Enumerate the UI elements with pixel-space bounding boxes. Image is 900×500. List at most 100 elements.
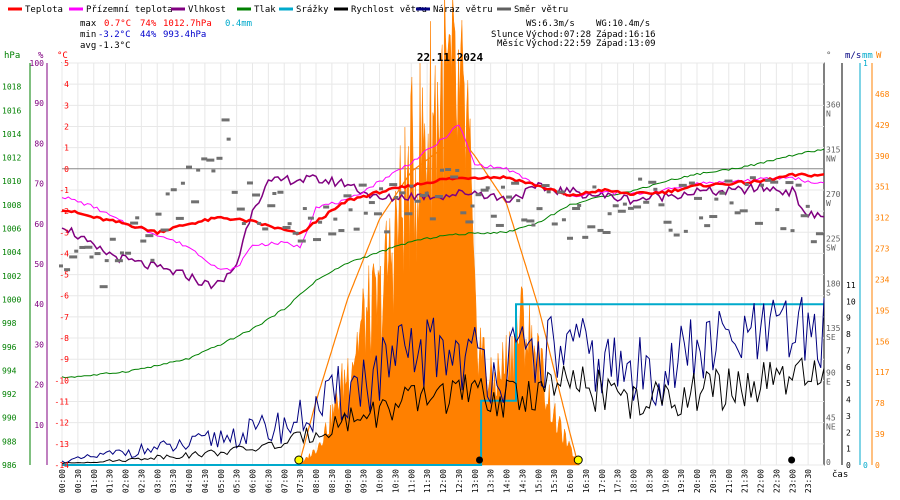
wind-direction-mark [313,238,321,242]
x-tick-label: 04:00 [185,469,194,493]
wind-direction-mark [130,221,139,225]
legend-label-rychlost-vetru: Rychlost větru [351,5,427,15]
rain-line [62,303,824,466]
x-tick-label: 06:30 [264,469,273,493]
hum-tick-label: 80 [34,139,44,148]
wind-direction-mark [617,209,626,213]
humidity-line [61,174,825,290]
hpa-tick-label: 992 [2,390,17,399]
hpa-tick-label: 986 [2,461,17,470]
dir-tick-label: 315 [826,145,841,154]
hpa-tick-label: 1012 [2,154,21,163]
wind-direction-mark [592,185,597,189]
x-axis-label: čas [832,469,848,480]
wind-direction-mark [272,192,277,196]
wind-direction-mark [749,176,756,180]
dir-tick-label: 135 [826,324,841,333]
wind-direction-mark [368,201,375,205]
hpa-tick-label: 1010 [2,177,21,186]
x-tick-label: 09:00 [344,469,353,493]
wind-direction-mark [638,177,643,181]
wind-direction-mark [186,165,192,169]
wind-direction-mark [389,183,398,187]
temp-tick-label: -1 [59,186,69,195]
stats-rain-total: 0.4mm [225,19,252,29]
temp-tick-label: 1 [64,144,69,153]
wind-direction-mark [485,186,490,190]
dir-tick-label: 0 [826,458,831,467]
x-tick-label: 14:00 [503,469,512,493]
hum-tick-label: 30 [34,340,44,349]
moon-rise: Východ:22:59 [526,39,591,49]
hpa-axis-unit: hPa [4,51,20,61]
wind-direction-mark [653,187,658,191]
wind-direction-mark [744,183,749,187]
wind-direction-mark [597,228,604,232]
wind-direction-mark [196,168,201,172]
wind-direction-mark [404,212,413,216]
wind-direction-mark [577,203,582,207]
x-tick-label: 21:00 [725,469,734,493]
x-tick-label: 19:00 [661,469,670,493]
wind-direction-mark [150,258,155,262]
x-tick-label: 07:00 [280,469,289,493]
wind-direction-mark [658,203,665,207]
x-tick-label: 12:30 [455,469,464,493]
stats-avg-label: avg [80,41,96,51]
x-tick-label: 04:30 [201,469,210,493]
wind-direction-mark [511,181,520,185]
temp-tick-label: -3 [59,228,69,237]
wind-direction-mark [384,230,391,234]
legend-label-prizemni-teplota: Přízemní teplota [86,5,173,15]
wind-direction-mark [114,259,123,263]
wind-direction-mark [704,224,711,228]
wind-direction-mark [815,232,824,236]
temp-axis-unit: °C [57,51,68,61]
x-tick-label: 12:00 [439,469,448,493]
wind-direction-mark [480,188,489,192]
wind-direction-mark [180,181,185,185]
wind-direction-mark [429,217,436,221]
wind-direction-mark [155,212,162,216]
hpa-tick-label: 1006 [2,225,21,234]
wind-direction-mark [582,235,589,239]
hum-tick-label: 90 [34,99,44,108]
wind-direction-mark [302,207,307,211]
wind-direction-mark [94,252,101,256]
stats-block: max 0.7°C 74% 1012.7hPa 0.4mm min -3.2°C… [80,19,252,51]
wind-direction-mark [709,215,718,219]
info-block: WS:6.3m/s WG:10.4m/s Slunce Východ:07:28… [491,19,656,49]
temp-tick-label: -8 [59,334,69,343]
moon-set: Západ:13:09 [596,39,656,49]
wind-direction-mark [125,251,132,255]
wind-direction-mark [348,208,353,212]
solar-tick-label: 312 [875,214,890,223]
hpa-tick-label: 1008 [2,201,21,210]
solar-tick-label: 0 [875,461,880,470]
wind-direction-mark [739,209,748,213]
wind-direction-mark [59,264,63,268]
theoretical-radiation-line [298,147,579,466]
wind-direction-mark [546,190,551,194]
stats-press-min: 993.4hPa [163,30,206,40]
moon-label: Měsíc [497,39,524,49]
wind-direction-mark [282,226,291,230]
temp-tick-label: 0 [64,165,69,174]
chart-title: 22.11.2024 [417,51,484,64]
dir-tick-name: W [826,199,831,208]
temp-tick-label: -12 [55,419,70,428]
wind-direction-mark [572,206,581,210]
hpa-tick-label: 1004 [2,248,21,257]
wind-direction-mark [414,199,421,203]
x-tick-label: 14:30 [518,469,527,493]
dir-tick-name: NW [826,154,836,163]
solar-tick-label: 39 [875,430,885,439]
wind-direction-mark [333,217,338,221]
x-tick-label: 19:30 [677,469,686,493]
wind-direction-mark [338,229,345,233]
hpa-tick-label: 990 [2,414,17,423]
wind-direction-mark [531,223,536,227]
dir-tick-label: 225 [826,235,841,244]
sun-set: Západ:16:16 [596,30,656,40]
wind-direction-mark [729,201,734,205]
